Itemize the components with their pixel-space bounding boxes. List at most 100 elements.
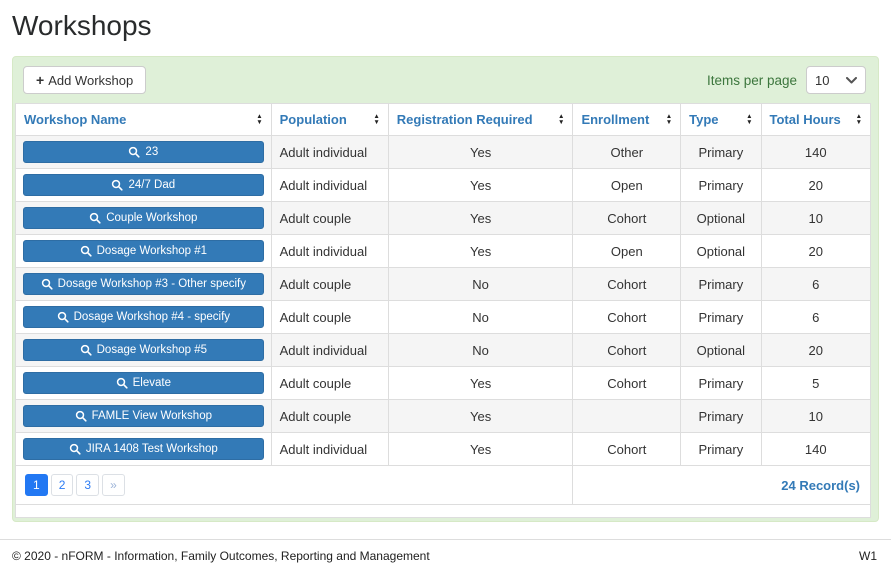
total-hours-cell: 6 (760, 267, 872, 301)
total-hours-cell: 140 (760, 135, 872, 169)
total-hours-cell: 6 (760, 300, 872, 334)
table-row: Dosage Workshop #3 - Other specify Adult … (15, 267, 872, 301)
workshop-link-button[interactable]: 23 (23, 141, 264, 163)
workshop-name-cell: Elevate (15, 366, 272, 400)
type-cell: Optional (680, 201, 762, 235)
enrollment-cell: Cohort (572, 267, 682, 301)
workshops-table: Workshop Name ▲ ▼ Population ▲ ▼ Registration … (14, 103, 872, 518)
table-empty-strip (15, 504, 871, 518)
registration-required-cell: Yes (387, 399, 574, 433)
column-header-label: Enrollment (581, 112, 650, 127)
table-row: 23 Adult individual Yes Other Primary 140 (15, 135, 872, 169)
population-cell: Adult individual (270, 234, 389, 268)
registration-required-cell: Yes (387, 234, 574, 268)
type-cell: Primary (680, 135, 762, 169)
workshop-link-button[interactable]: 24/7 Dad (23, 174, 264, 196)
search-icon (112, 179, 124, 191)
workshop-name-cell: Dosage Workshop #4 - specify (15, 300, 272, 334)
type-cell: Optional (680, 333, 762, 367)
population-cell: Adult individual (270, 135, 389, 169)
enrollment-cell (572, 399, 682, 433)
type-cell: Primary (680, 300, 762, 334)
page-button-3[interactable]: 3 (76, 474, 100, 496)
enrollment-cell: Open (572, 168, 682, 202)
records-count: 24 Record(s) (572, 465, 871, 505)
workshop-name-cell: Dosage Workshop #5 (15, 333, 272, 367)
population-cell: Adult couple (270, 201, 389, 235)
add-workshop-button[interactable]: + Add Workshop (23, 66, 147, 94)
footer-copyright: © 2020 - nFORM - Information, Family Out… (12, 549, 430, 563)
footer: © 2020 - nFORM - Information, Family Out… (12, 540, 879, 563)
workshop-name-cell: FAMLE View Workshop (15, 399, 272, 433)
next-page-button[interactable]: » (102, 474, 125, 496)
workshop-name-cell: Dosage Workshop #1 (15, 234, 272, 268)
sort-icon[interactable]: ▲ ▼ (373, 112, 380, 126)
workshop-name-cell: 24/7 Dad (15, 168, 272, 202)
workshop-link-button[interactable]: Dosage Workshop #4 - specify (23, 306, 264, 328)
column-header-workshop-name[interactable]: Workshop Name ▲ ▼ (15, 103, 272, 136)
sort-icon[interactable]: ▲ ▼ (558, 112, 565, 126)
footer-divider (0, 539, 891, 540)
sort-icon[interactable]: ▲ ▼ (855, 112, 862, 126)
table-row: FAMLE View Workshop Adult couple Yes Primar… (15, 399, 872, 433)
workshop-link-button[interactable]: Dosage Workshop #5 (23, 339, 264, 361)
sort-icon[interactable]: ▲ ▼ (256, 112, 263, 126)
population-cell: Adult couple (270, 267, 389, 301)
column-header-registration-required[interactable]: Registration Required ▲ ▼ (387, 103, 574, 136)
plus-icon: + (36, 72, 45, 88)
page-button-2[interactable]: 2 (50, 474, 74, 496)
table-row: Elevate Adult couple Yes Cohort Primary 5 (15, 366, 872, 400)
total-hours-cell: 5 (760, 366, 872, 400)
table-row: Dosage Workshop #5 Adult individual No Coho… (15, 333, 872, 367)
table-header-row: Workshop Name ▲ ▼ Population ▲ ▼ Registration … (15, 103, 872, 136)
workshop-link-button[interactable]: JIRA 1408 Test Workshop (23, 438, 264, 460)
population-cell: Adult individual (270, 333, 389, 367)
type-cell: Primary (680, 168, 762, 202)
page-button-1[interactable]: 1 (25, 474, 48, 496)
total-hours-cell: 20 (760, 333, 872, 367)
add-workshop-label: Add Workshop (48, 73, 134, 88)
column-header-population[interactable]: Population ▲ ▼ (270, 103, 389, 136)
enrollment-cell: Cohort (572, 366, 682, 400)
search-icon (57, 311, 69, 323)
items-per-page-label: Items per page (706, 72, 797, 88)
table-row: 24/7 Dad Adult individual Yes Open Primary 20 (15, 168, 872, 202)
workshop-link-button[interactable]: Couple Workshop (23, 207, 264, 229)
sort-icon[interactable]: ▲ ▼ (746, 112, 753, 126)
search-icon (116, 377, 128, 389)
column-header-label: Workshop Name (24, 112, 127, 127)
column-header-label: Registration Required (396, 112, 533, 127)
total-hours-cell: 20 (760, 234, 872, 268)
registration-required-cell: No (387, 267, 574, 301)
workshops-table-wrap: Workshop Name ▲ ▼ Population ▲ ▼ Registration … (14, 103, 872, 518)
workshop-name-cell: Dosage Workshop #3 - Other specify (15, 267, 272, 301)
search-icon (80, 245, 92, 257)
workshop-link-button[interactable]: Dosage Workshop #1 (23, 240, 264, 262)
population-cell: Adult individual (270, 168, 389, 202)
enrollment-cell: Cohort (572, 333, 682, 367)
registration-required-cell: No (387, 333, 574, 367)
workshop-link-button[interactable]: Elevate (23, 372, 264, 394)
workshop-name-cell: 23 (15, 135, 272, 169)
type-cell: Optional (680, 234, 762, 268)
workshop-link-button[interactable]: FAMLE View Workshop (23, 405, 264, 427)
chevron-down-icon (846, 76, 857, 83)
items-per-page-select[interactable]: 10 (806, 66, 866, 94)
registration-required-cell: No (387, 300, 574, 334)
workshop-link-button[interactable]: Dosage Workshop #3 - Other specify (23, 273, 264, 295)
workshops-panel: + Add Workshop Items per page 10 Workshop… (12, 56, 879, 522)
column-header-total-hours[interactable]: Total Hours ▲ ▼ (760, 103, 872, 136)
enrollment-cell: Cohort (572, 201, 682, 235)
workshop-name-label: Dosage Workshop #5 (96, 344, 208, 356)
items-per-page-value: 10 (815, 72, 830, 88)
column-header-label: Population (279, 112, 347, 127)
column-header-label: Type (689, 112, 719, 127)
column-header-enrollment[interactable]: Enrollment ▲ ▼ (572, 103, 682, 136)
table-row: Couple Workshop Adult couple Yes Cohort Opti… (15, 201, 872, 235)
page-title: Workshops (12, 10, 152, 41)
enrollment-cell: Cohort (572, 300, 682, 334)
table-row: Dosage Workshop #4 - specify Adult couple… (15, 300, 872, 334)
column-header-type[interactable]: Type ▲ ▼ (680, 103, 762, 136)
enrollment-cell: Cohort (572, 432, 682, 466)
sort-icon[interactable]: ▲ ▼ (665, 112, 673, 126)
